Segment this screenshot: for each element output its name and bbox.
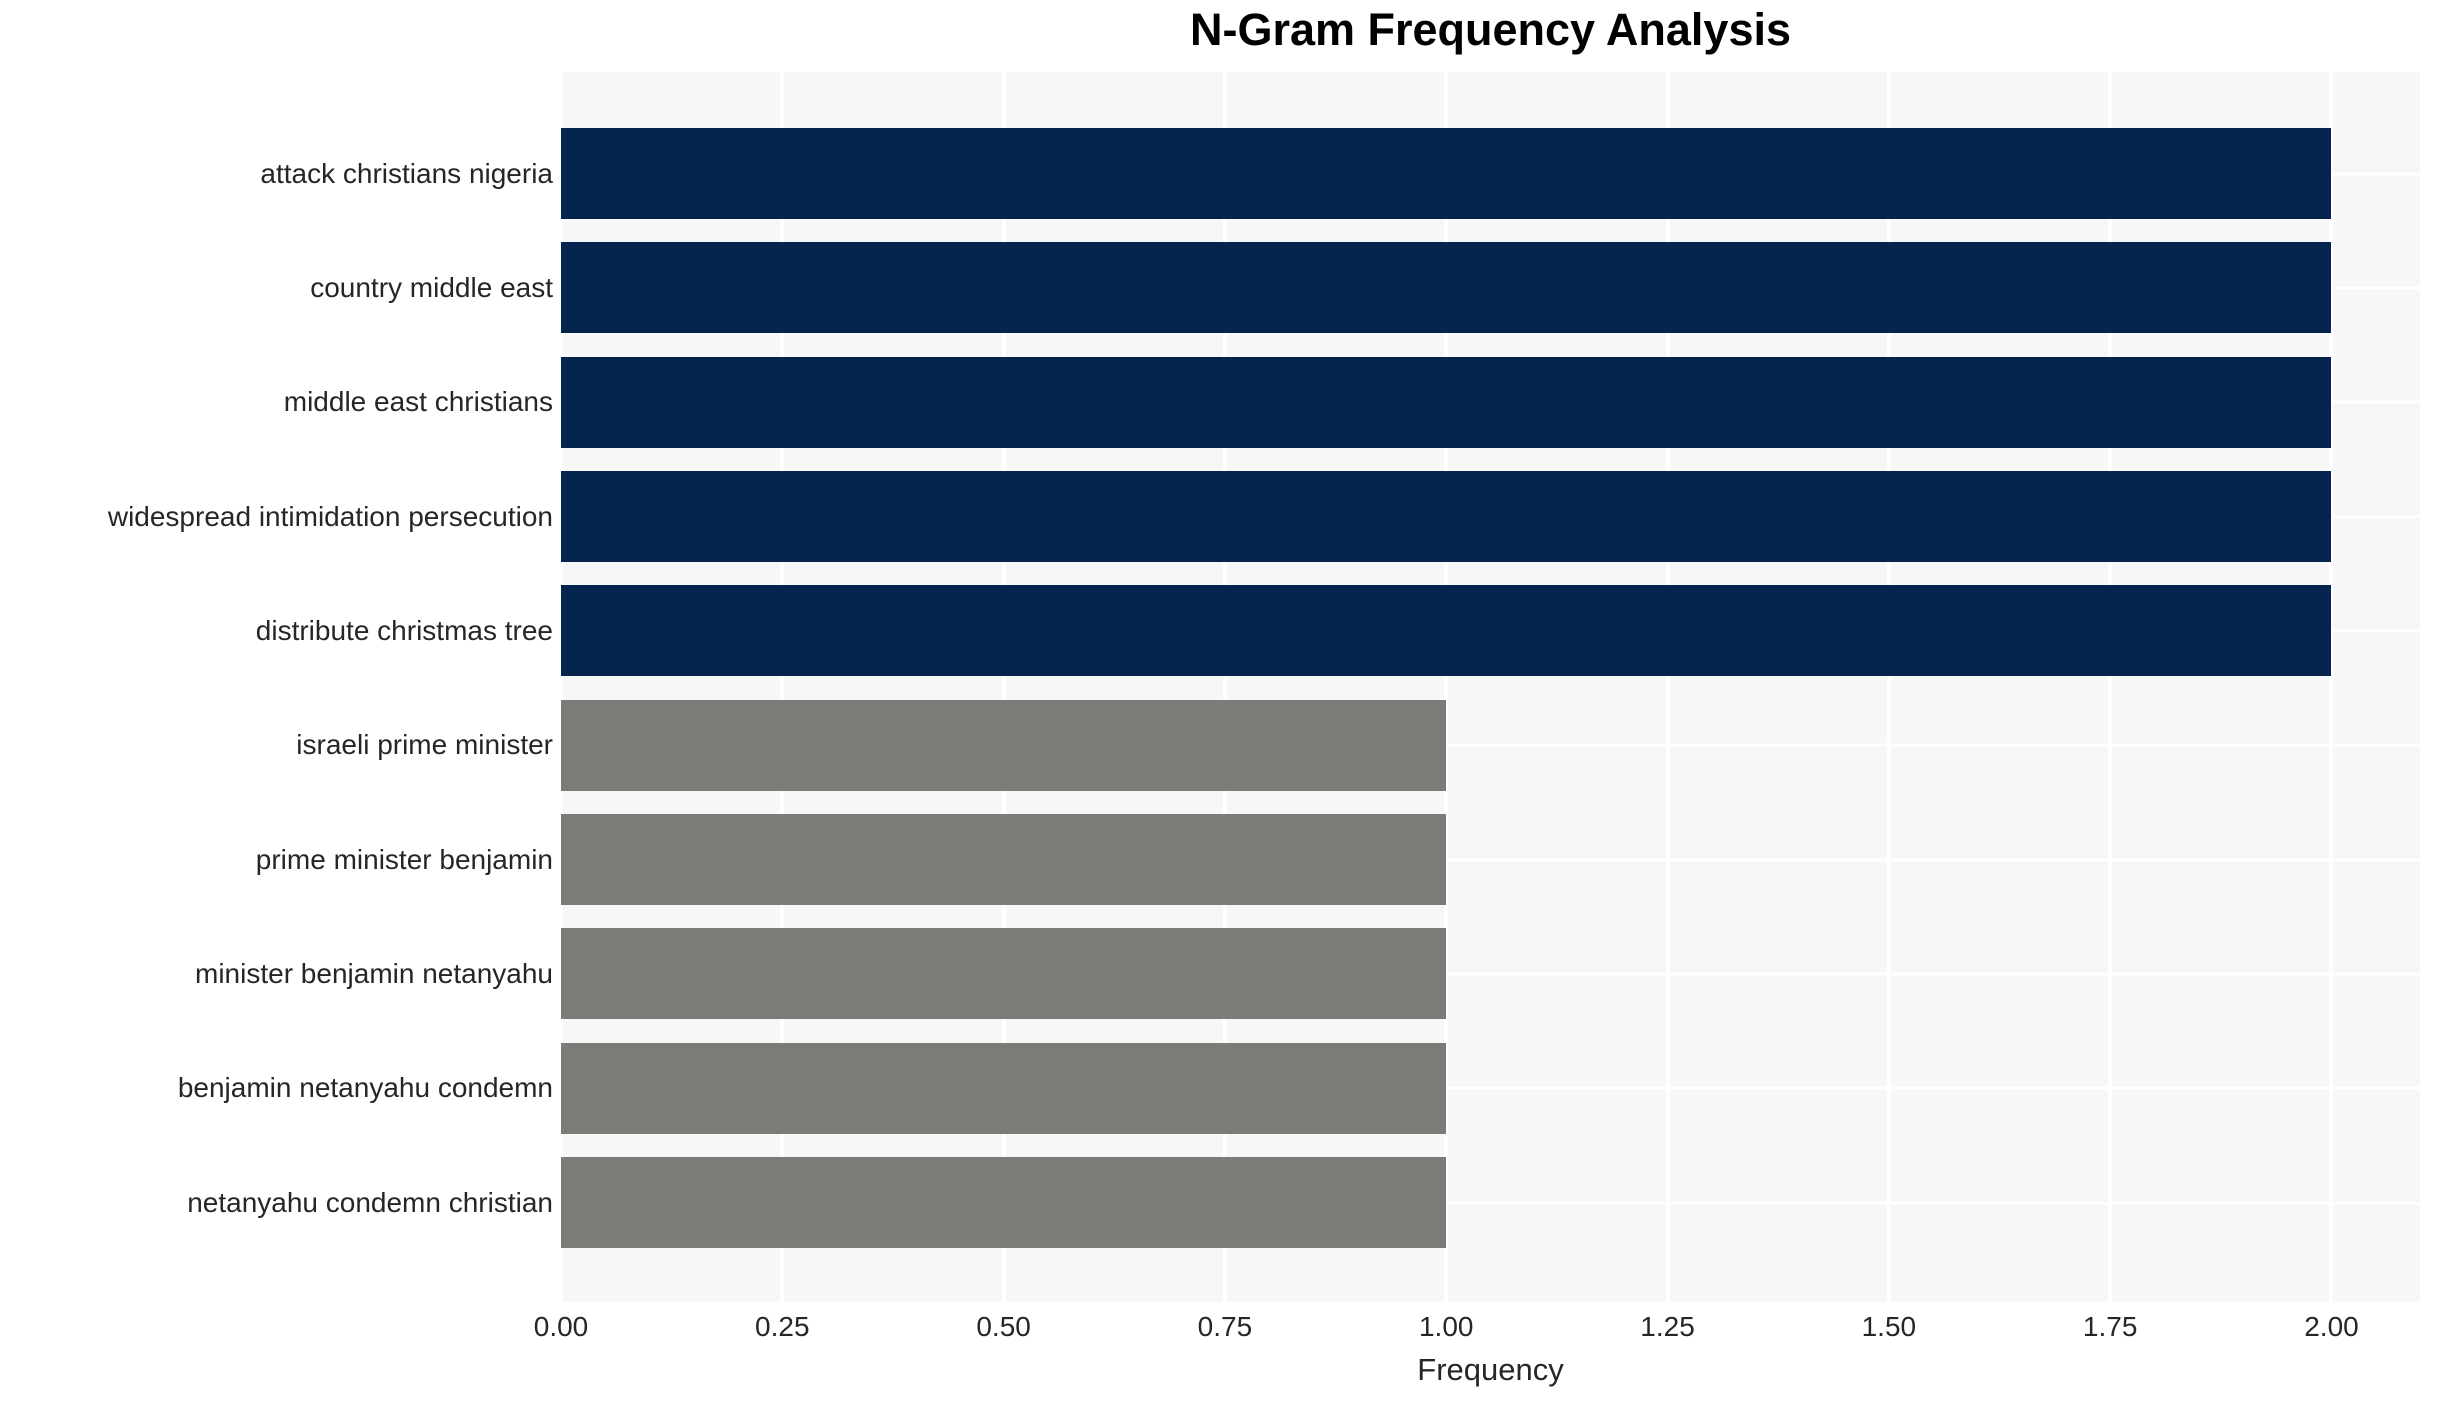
chart-title: N-Gram Frequency Analysis [1189,4,1792,55]
vertical-gridline [2329,72,2334,1302]
bar-benjamin-netanyahu-condemn [561,1042,1447,1134]
y-axis-label: widespread intimidation persecution [107,500,553,532]
bar-prime-minister-benjamin [561,814,1447,905]
x-tick-label: 1.00 [1418,1311,1474,1342]
bar-widespread-intimidation-persecution [561,471,2332,562]
vertical-gridline [780,72,785,1302]
x-tick-label: 0.00 [533,1311,589,1342]
plot-area [559,72,2420,1302]
y-axis-label: middle east christians [283,386,553,418]
y-axis-label: distribute christmas tree [255,614,553,646]
x-tick-label: 2.00 [2304,1311,2359,1342]
y-axis-label: minister benjamin netanyahu [195,957,553,989]
y-axis-labels: attack christians nigeria country middle … [0,72,553,1302]
horizontal-gridline [561,1086,2420,1090]
bar-middle-east-christians [561,356,2332,448]
vertical-gridline [2108,72,2113,1302]
x-tick-label: 1.25 [1640,1311,1695,1342]
x-tick-label: 0.75 [1197,1311,1253,1342]
vertical-gridline [1001,72,1006,1302]
x-tick-label: 1.75 [2082,1311,2138,1342]
y-axis-label: prime minister benjamin [255,843,553,875]
vertical-gridline [1444,72,1449,1302]
horizontal-gridline [561,858,2420,861]
y-axis-label: country middle east [310,271,553,303]
x-axis-title: Frequency [1417,1352,1564,1387]
bar-country-middle-east [561,242,2332,334]
vertical-gridline [559,72,563,1302]
y-axis-label: benjamin netanyahu condemn [177,1072,553,1104]
bar-minister-benjamin-netanyahu [561,928,1447,1020]
x-tick-label: 0.25 [755,1311,810,1342]
vertical-gridline [1222,72,1227,1302]
vertical-gridline [1886,72,1891,1302]
x-axis-tick-labels: 0.00 0.25 0.50 0.75 1.00 1.25 1.50 1.75 2.00 [0,1311,2439,1347]
horizontal-gridline [561,1201,2420,1204]
y-axis-label: israeli prime minister [296,729,553,761]
bar-netanyahu-condemn-christian [561,1157,1447,1248]
x-tick-label: 0.50 [976,1311,1031,1342]
y-axis-label: attack christians nigeria [260,157,553,189]
y-axis-label: netanyahu condemn christian [187,1186,553,1218]
bar-distribute-christmas-tree [561,585,2332,677]
x-tick-label: 1.50 [1861,1311,1917,1342]
horizontal-gridline [561,743,2420,747]
vertical-gridline [1665,72,1670,1302]
bar-israeli-prime-minister [561,699,1447,791]
bar-attack-christians-nigeria [561,128,2332,219]
horizontal-gridline [561,972,2420,976]
